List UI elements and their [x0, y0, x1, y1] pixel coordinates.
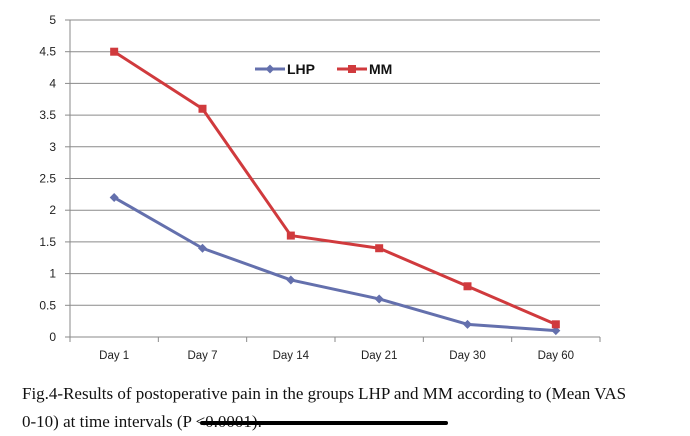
- data-point-square: [551, 320, 560, 329]
- x-tick-label: Day 1: [99, 350, 129, 362]
- series-line-lhp: [113, 196, 556, 333]
- y-tick-label: 0: [49, 330, 56, 344]
- data-point-diamond: [374, 294, 384, 304]
- y-tick-labels: 0 0.5 1 1.5 2 2.5 3 3.5 4 4.5 5: [39, 13, 56, 344]
- data-point-diamond: [551, 326, 561, 336]
- data-point-diamond: [265, 64, 275, 74]
- pen-strike-mark: [200, 421, 448, 425]
- x-tick-label: Day 14: [273, 350, 310, 362]
- y-tick-label: 0.5: [39, 298, 56, 312]
- data-point-diamond: [286, 275, 296, 285]
- data-point-diamond: [109, 193, 119, 203]
- x-tick-label: Day 7: [187, 350, 217, 362]
- data-point-square: [348, 65, 356, 73]
- gridlines: [70, 19, 600, 306]
- x-tick-labels: Day 1 Day 7 Day 14 Day 21 Day 30 Day 60: [99, 350, 574, 362]
- legend-label-lhp: LHP: [287, 61, 315, 77]
- y-tick-label: 1: [49, 267, 56, 281]
- x-tick-label: Day 21: [361, 350, 397, 362]
- data-point-square: [463, 282, 472, 291]
- legend-label-mm: MM: [369, 61, 392, 77]
- data-point-square: [286, 231, 295, 240]
- figure-caption-line-2: 0-10) at time intervals (P <0.0001).: [22, 412, 262, 431]
- axes: [65, 19, 601, 342]
- line-chart: 00.511.522.533.544.55 Day 1 Day 7 Day 14 Da…: [39, 13, 601, 362]
- figure-caption-line-1: Fig.4-Results of postoperative pain in t…: [22, 384, 627, 403]
- y-tick-label: 1.5: [39, 235, 56, 249]
- y-tick-label: 2.5: [39, 172, 56, 186]
- y-tick-label: 5: [49, 13, 56, 27]
- x-tick-label: Day 60: [538, 350, 574, 362]
- y-tick-label: 3: [49, 140, 56, 154]
- legend: LHP MM: [255, 61, 392, 77]
- series-line-mm: [113, 50, 557, 326]
- data-point-diamond: [463, 319, 472, 329]
- data-point-square: [110, 47, 119, 56]
- data-point-square: [375, 244, 384, 253]
- data-point-diamond: [198, 243, 207, 253]
- y-tick-label: 3.5: [39, 108, 56, 122]
- y-tick-label: 4.5: [39, 45, 56, 59]
- series-group: [109, 47, 561, 336]
- data-point-square: [198, 104, 207, 113]
- y-tick-label: 2: [49, 203, 56, 217]
- x-tick-label: Day 30: [449, 350, 485, 362]
- y-tick-label: 4: [49, 76, 56, 90]
